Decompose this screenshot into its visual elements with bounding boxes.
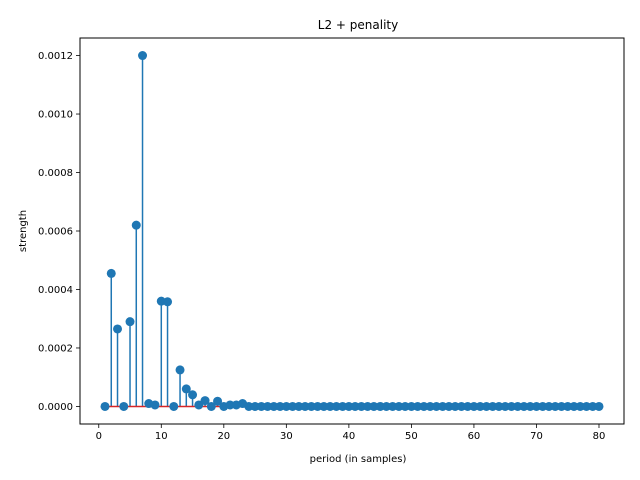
y-tick-label: 0.0000 <box>38 402 73 413</box>
y-tick-label: 0.0006 <box>38 227 73 238</box>
y-tick-label: 0.0002 <box>38 343 73 354</box>
stem-marker <box>456 401 466 411</box>
stem-marker <box>325 401 335 411</box>
stem-marker <box>375 401 385 411</box>
stem-marker <box>506 401 516 411</box>
stem-marker <box>200 396 210 406</box>
stem-marker <box>138 51 148 61</box>
stem-marker <box>575 401 585 411</box>
stem-marker <box>250 401 260 411</box>
x-tick-label: 70 <box>530 431 543 442</box>
stem-marker <box>169 401 179 411</box>
x-tick-label: 50 <box>405 431 418 442</box>
stem-marker <box>300 401 310 411</box>
stem-marker <box>356 401 366 411</box>
x-axis-label: period (in samples) <box>310 454 407 465</box>
stem-marker <box>406 401 416 411</box>
x-tick-label: 60 <box>468 431 481 442</box>
stem-marker <box>275 401 285 411</box>
stem-marker <box>525 401 535 411</box>
stem-marker <box>294 401 304 411</box>
plot-area <box>100 51 604 411</box>
stem-marker <box>538 401 548 411</box>
stem-marker <box>263 401 273 411</box>
x-tick-label: 80 <box>593 431 606 442</box>
stem-marker <box>100 401 110 411</box>
stem-marker <box>556 401 566 411</box>
stem-marker <box>438 401 448 411</box>
stem-marker <box>213 396 223 406</box>
stem-marker <box>400 401 410 411</box>
stem-marker <box>581 401 591 411</box>
stem-marker <box>306 401 316 411</box>
stem-marker <box>288 401 298 411</box>
stem-marker <box>431 401 441 411</box>
stem-marker <box>256 401 266 411</box>
stem-marker <box>181 384 191 394</box>
stem-marker <box>344 401 354 411</box>
stem-marker <box>281 401 291 411</box>
stem-marker <box>463 401 473 411</box>
stem-marker <box>425 401 435 411</box>
y-axis: 0.0000 0.0002 0.0004 0.0006 0.0008 0.0010 0.00… <box>38 51 80 413</box>
stem-marker <box>150 400 160 410</box>
stem-marker <box>588 401 598 411</box>
stem-marker <box>188 390 198 400</box>
stem-marker <box>594 401 604 411</box>
stem-marker <box>500 401 510 411</box>
x-tick-label: 40 <box>343 431 356 442</box>
stem-marker <box>519 401 529 411</box>
stem-marker <box>313 401 323 411</box>
x-tick-label: 30 <box>280 431 293 442</box>
stem-marker <box>563 401 573 411</box>
stem-marker <box>513 401 523 411</box>
stem-marker <box>244 401 254 411</box>
stem-marker <box>419 401 429 411</box>
y-tick-label: 0.0012 <box>38 51 73 62</box>
stem-marker <box>350 401 360 411</box>
stem-marker <box>544 401 554 411</box>
chart-title: L2 + penality <box>318 18 398 32</box>
stem-marker <box>450 401 460 411</box>
stem-marker <box>488 401 498 411</box>
stem-marker <box>131 220 141 230</box>
stem-marker <box>319 401 329 411</box>
stem-marker <box>531 401 541 411</box>
stem-marker <box>475 401 485 411</box>
stem-marker <box>206 401 216 411</box>
stem-marker <box>106 268 116 278</box>
stem-marker <box>469 401 479 411</box>
stem-marker <box>119 401 129 411</box>
x-tick-label: 0 <box>96 431 102 442</box>
stem-marker <box>363 401 373 411</box>
y-tick-label: 0.0010 <box>38 110 73 121</box>
stem-marker <box>481 401 491 411</box>
y-tick-label: 0.0004 <box>38 285 73 296</box>
y-tick-label: 0.0008 <box>38 168 73 179</box>
x-tick-label: 20 <box>217 431 230 442</box>
stem-marker <box>163 297 173 307</box>
stem-marker <box>125 317 135 327</box>
stem-marker <box>175 365 185 375</box>
stem-marker <box>269 401 279 411</box>
x-tick-label: 10 <box>155 431 168 442</box>
stem-marker <box>388 401 398 411</box>
stem-marker <box>113 324 123 334</box>
stem-marker <box>381 401 391 411</box>
stem-marker <box>338 401 348 411</box>
stem-marker <box>194 400 204 410</box>
stem-marker <box>225 400 235 410</box>
stem-marker <box>394 401 404 411</box>
x-axis: 0 10 20 30 40 50 60 70 80 <box>96 424 606 442</box>
stem-marker <box>331 401 341 411</box>
stem-marker <box>550 401 560 411</box>
stem-marker <box>494 401 504 411</box>
stem-marker <box>569 401 579 411</box>
stem-marker <box>369 401 379 411</box>
y-axis-label: strength <box>18 210 29 252</box>
stem-marker <box>413 401 423 411</box>
stem-marker <box>444 401 454 411</box>
